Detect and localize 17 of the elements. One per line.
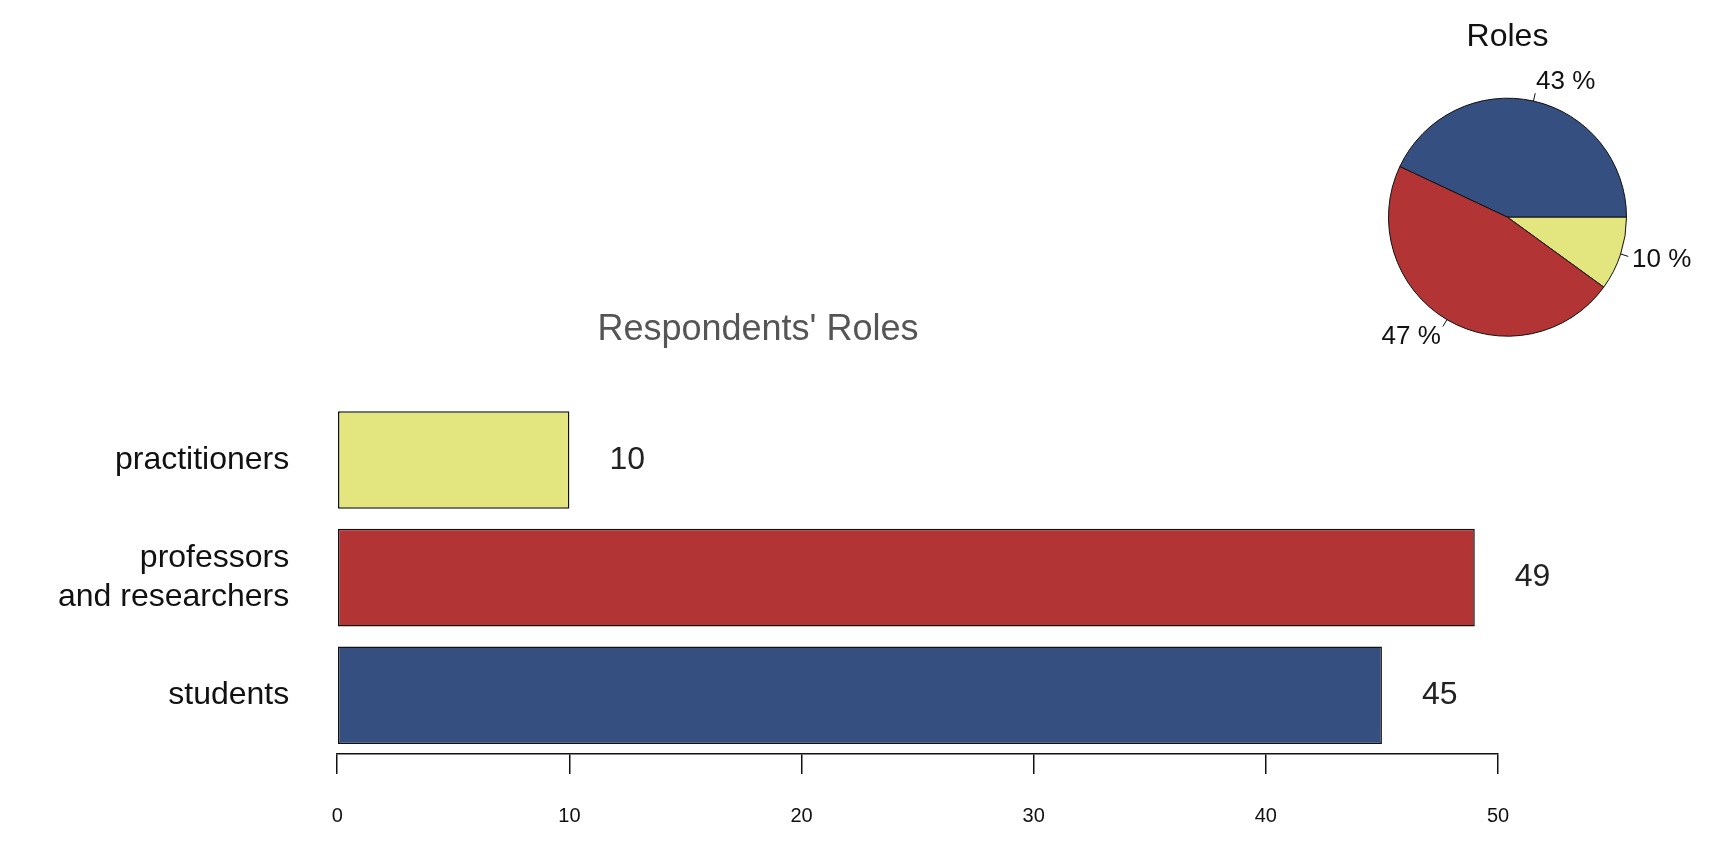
x-tick-label: 40 xyxy=(1254,803,1277,826)
data-label: 47 % xyxy=(1381,320,1441,351)
x-tick-label: 0 xyxy=(331,803,343,826)
y-tick-label: practitioners xyxy=(114,439,290,476)
data-label: 43 % xyxy=(1536,64,1596,95)
chart-title: Respondents' Roles xyxy=(597,306,919,348)
x-tick-label: 30 xyxy=(1022,803,1045,826)
x-tick-label: 20 xyxy=(790,803,813,826)
x-tick-label: 50 xyxy=(1486,803,1510,826)
data-label: 10 % xyxy=(1632,243,1692,274)
chart-title: Roles xyxy=(1466,17,1549,54)
x-tick-label: 10 xyxy=(558,803,581,826)
y-tick-label: professors and researchers xyxy=(58,538,290,613)
data-label: 45 xyxy=(1421,675,1458,712)
data-label: 49 xyxy=(1514,557,1551,594)
data-label: 10 xyxy=(609,439,645,476)
y-tick-label: students xyxy=(168,675,290,712)
